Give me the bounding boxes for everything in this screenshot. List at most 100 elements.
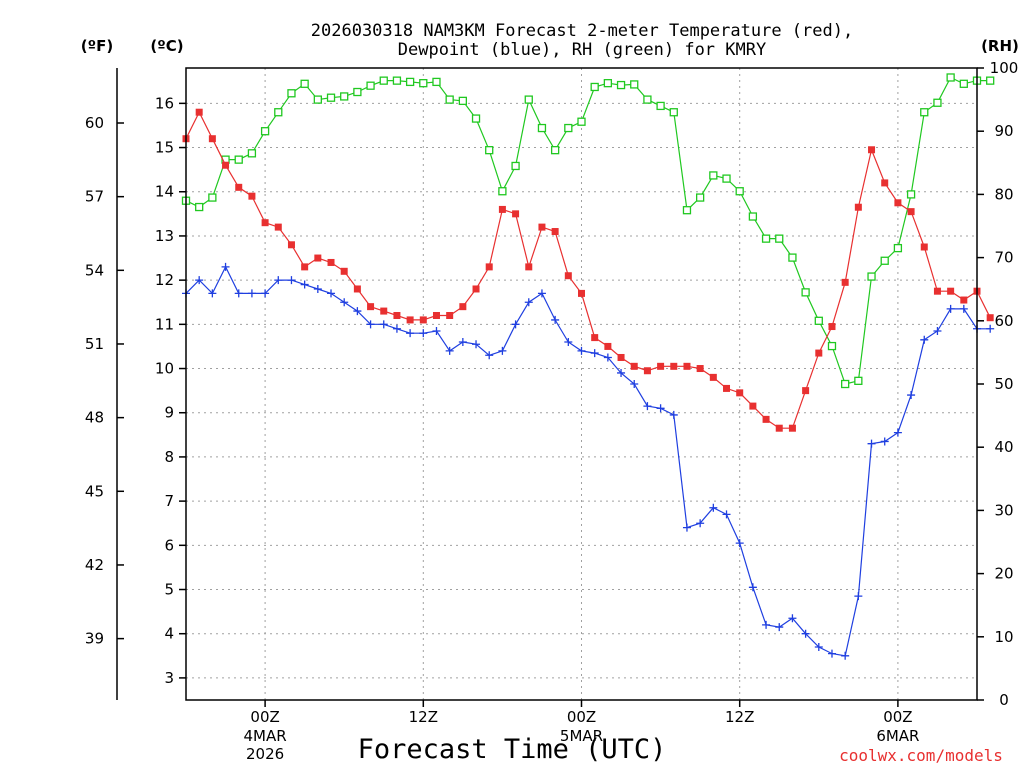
rh-point [195,202,204,212]
celsius-unit-label: (ºC) [150,37,183,55]
dewpoint-point [274,276,283,285]
temperature-point [274,223,282,231]
temperature-point [195,108,203,116]
rh-point [445,95,454,104]
temperature-point [986,314,994,322]
dewpoint-point [907,391,916,400]
temperature-point [340,267,348,275]
time-tick-date: 6MAR [876,727,919,745]
temperature-point [775,424,783,432]
rh-point [511,161,520,171]
rh-point [696,193,705,202]
rh-point [287,89,296,98]
rh-point [550,146,560,155]
temperature-series [182,108,994,432]
temperature-point [762,415,770,423]
rh-point [761,234,771,243]
rh-point [300,79,309,88]
dewpoint-line [185,265,991,657]
temperature-point [261,219,269,227]
temperature-point [459,303,467,311]
rh-point [208,193,217,202]
rh-point [498,187,507,196]
dewpoint-point [458,338,467,347]
celsius-tick-label: 3 [164,669,174,687]
rh-point [788,253,797,262]
rh-point [682,206,692,215]
temperature-point [828,323,836,331]
rh-point [854,376,863,385]
temperature-point [222,161,230,169]
rh-point [906,190,916,199]
rh-tick-label: 0 [999,691,1009,709]
temperature-point [406,316,414,324]
dewpoint-point [722,510,731,519]
fahrenheit-axis: 39 42 45 48 51 54 57 60 [85,114,124,648]
rh-point [643,95,652,104]
temperature-point [604,342,612,350]
temperature-point [525,263,533,271]
dewpoint-point [630,380,639,388]
dewpoint-point [920,335,929,344]
rh-point [880,256,889,265]
celsius-tick-label: 6 [164,536,174,554]
temperature-point [367,303,375,311]
temperature-point [419,316,427,324]
dewpoint-point [406,329,415,338]
dewpoint-point [682,523,691,532]
temperature-point [881,179,889,187]
rh-point [260,127,270,136]
temperature-point [248,192,256,200]
dewpoint-point [419,329,428,338]
rh-tick-label: 50 [994,375,1013,393]
rh-point [933,98,942,107]
fahrenheit-tick-label: 54 [85,261,104,279]
temperature-point [591,334,599,342]
dewpoint-point [867,439,876,448]
rh-point [709,171,718,180]
dewpoint-point [893,428,902,437]
dewpoint-point [577,346,586,355]
temperature-point [788,424,796,432]
temperature-point [894,199,902,207]
rh-point [353,87,362,97]
time-tick-label: 12Z [725,708,754,726]
rh-point [366,81,375,90]
time-tick-label: 00Z [883,708,912,726]
rh-point [603,79,613,88]
rh-point [748,212,758,221]
rh-point [590,82,599,92]
rh-point [234,155,243,164]
temperature-point [683,362,691,370]
temperature-point [643,367,651,375]
celsius-tick-label: 12 [155,271,174,289]
dewpoint-point [801,629,810,638]
x-axis-title: Forecast Time (UTC) [358,734,667,765]
dewpoint-point [221,262,230,271]
temperature-point [736,389,744,397]
temperature-point [670,362,678,370]
dewpoint-point [748,583,757,592]
dewpoint-point [735,539,744,548]
temperature-point [446,311,454,319]
rh-tick-label: 20 [994,565,1013,583]
dewpoint-point [590,349,599,358]
temperature-point [301,263,309,271]
celsius-tick-label: 9 [164,404,174,422]
celsius-tick-label: 7 [164,492,174,510]
rh-tick-label: 90 [994,122,1013,140]
dewpoint-series [182,262,995,660]
rh-tick-label: 80 [994,185,1013,203]
rh-tick-label: 40 [994,438,1013,456]
dewpoint-point [537,289,546,298]
plot-frame [185,67,978,701]
temperature-point [380,307,388,315]
rh-point [814,316,823,325]
chart-title-line2: Dewpoint (blue), RH (green) for KMRY [398,40,766,60]
rh-line [185,76,991,385]
dewpoint-point [564,338,573,347]
temperature-point [617,353,625,361]
rh-point [722,174,731,183]
time-tick-label: 00Z [250,708,279,726]
